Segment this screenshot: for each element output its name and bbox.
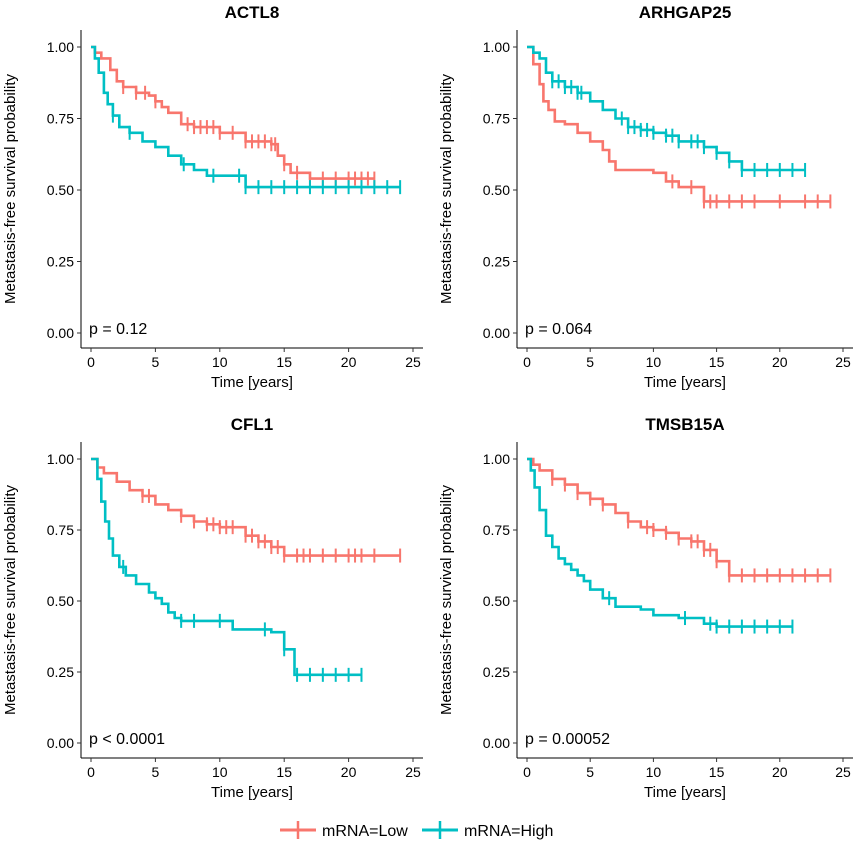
x-tick-label: 0	[523, 764, 531, 780]
y-tick-label: 0.75	[47, 111, 74, 127]
x-tick-label: 10	[212, 764, 228, 780]
x-tick-label: 5	[152, 354, 160, 370]
y-tick-label: 1.00	[483, 39, 510, 55]
x-axis-label: Time [years]	[211, 374, 293, 391]
km-panel-cfl1: CFL1 0.00 0.25 0.50 0.75 1.00 0 5 10 15 20 25 Time […	[2, 415, 423, 801]
y-axis-label: Metastasis-free survival probability	[2, 73, 19, 304]
panel-title: TMSB15A	[645, 415, 724, 434]
y-tick-label: 0.25	[483, 664, 510, 680]
legend: mRNA=Low mRNA=High	[280, 821, 553, 840]
y-axis-label: Metastasis-free survival probability	[2, 484, 19, 715]
x-tick-label: 0	[87, 764, 95, 780]
p-value: p < 0.0001	[89, 731, 165, 748]
y-tick-label: 0.00	[47, 325, 74, 341]
panel-title: ARHGAP25	[639, 3, 732, 22]
y-tick-label: 0.25	[47, 664, 74, 680]
x-tick-label: 5	[152, 764, 160, 780]
x-tick-label: 10	[646, 354, 662, 370]
y-tick-label: 0.00	[483, 735, 510, 751]
km-panel-tmsb15a: TMSB15A 0.00 0.25 0.50 0.75 1.00 0 5 10 15 20 25 Tim…	[438, 415, 853, 801]
x-tick-label: 25	[835, 764, 851, 780]
y-tick-label: 1.00	[47, 451, 74, 467]
x-tick-label: 15	[276, 764, 292, 780]
y-axis-label: Metastasis-free survival probability	[438, 73, 455, 304]
y-tick-label: 0.50	[47, 182, 74, 198]
x-tick-label: 10	[212, 354, 228, 370]
x-tick-label: 0	[523, 354, 531, 370]
x-tick-label: 20	[341, 764, 357, 780]
panel-title: ACTL8	[225, 3, 280, 22]
panels: ACTL8 0.00 0.25 0.50 0.75 1.00 0 5 10 15 20 25 Time …	[2, 3, 853, 801]
y-tick-label: 0.25	[47, 254, 74, 270]
survival-curve-low	[91, 45, 375, 180]
x-tick-label: 20	[772, 764, 788, 780]
survival-curve-high	[527, 45, 806, 172]
y-tick-label: 1.00	[483, 451, 510, 467]
p-value: p = 0.12	[89, 321, 147, 338]
survival-curve-low	[527, 45, 831, 203]
y-tick-label: 1.00	[47, 39, 74, 55]
km-panel-arhgap25: ARHGAP25 0.00 0.25 0.50 0.75 1.00 0 5 10 15 20 25 Ti…	[438, 3, 853, 391]
p-value: p = 0.064	[525, 321, 592, 338]
x-tick-label: 25	[405, 764, 421, 780]
x-tick-label: 5	[586, 354, 594, 370]
y-tick-label: 0.75	[47, 522, 74, 538]
survival-curve-high	[91, 457, 362, 677]
y-tick-label: 0.75	[483, 522, 510, 538]
km-panel-actl8: ACTL8 0.00 0.25 0.50 0.75 1.00 0 5 10 15 20 25 Time …	[2, 3, 423, 391]
survival-curve-high	[91, 45, 401, 189]
x-tick-label: 15	[709, 354, 725, 370]
y-tick-label: 0.00	[47, 735, 74, 751]
y-tick-label: 0.00	[483, 325, 510, 341]
x-tick-label: 5	[586, 764, 594, 780]
survival-curve-low	[527, 457, 831, 577]
legend-high-label: mRNA=High	[464, 823, 553, 840]
y-tick-label: 0.25	[483, 254, 510, 270]
panel-title: CFL1	[231, 415, 274, 434]
y-tick-label: 0.50	[483, 593, 510, 609]
x-tick-label: 25	[405, 354, 421, 370]
x-tick-label: 25	[835, 354, 851, 370]
x-tick-label: 20	[772, 354, 788, 370]
y-axis-label: Metastasis-free survival probability	[438, 484, 455, 715]
x-tick-label: 15	[276, 354, 292, 370]
x-tick-label: 20	[341, 354, 357, 370]
x-tick-label: 15	[709, 764, 725, 780]
x-tick-label: 10	[646, 764, 662, 780]
x-axis-label: Time [years]	[644, 784, 726, 801]
y-tick-label: 0.50	[483, 182, 510, 198]
survival-curve-high	[527, 457, 793, 628]
x-axis-label: Time [years]	[211, 784, 293, 801]
y-tick-label: 0.50	[47, 593, 74, 609]
p-value: p = 0.00052	[525, 731, 610, 748]
x-axis-label: Time [years]	[644, 374, 726, 391]
x-tick-label: 0	[87, 354, 95, 370]
y-tick-label: 0.75	[483, 111, 510, 127]
legend-low-label: mRNA=Low	[322, 823, 408, 840]
